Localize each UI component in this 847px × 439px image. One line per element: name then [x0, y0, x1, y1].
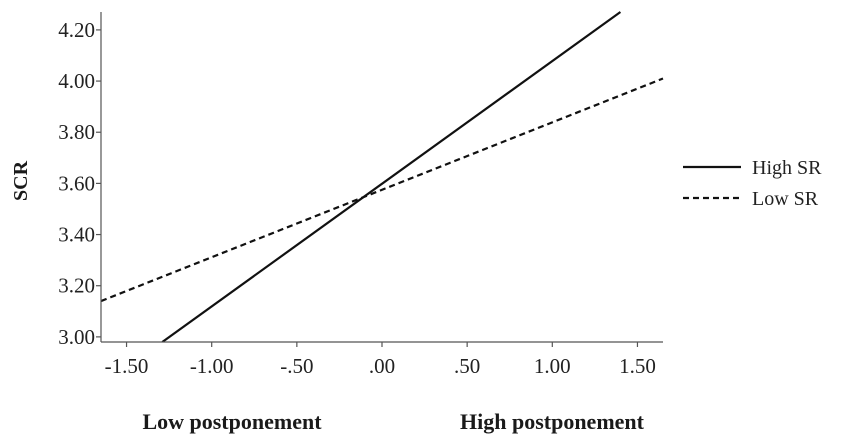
y-tick-label: 3.80 [58, 120, 95, 144]
y-tick-label: 3.20 [58, 274, 95, 298]
legend-label: Low SR [752, 188, 819, 210]
legend: High SR Low SR [683, 157, 822, 210]
x-axis-ticks: -1.50 -1.00 -.50 .00 .50 1.00 1.50 [105, 342, 656, 378]
y-tick-label: 3.60 [58, 171, 95, 195]
x-tick-label: -.50 [280, 354, 313, 378]
x-tick-label: -1.50 [105, 354, 149, 378]
x-axis-label-low: Low postponement [142, 409, 322, 434]
y-tick-label: 3.40 [58, 223, 95, 247]
series-line-high-sr [161, 11, 622, 342]
y-axis-ticks: 3.00 3.20 3.40 3.60 3.80 4.00 4.20 [58, 18, 101, 349]
x-tick-label: -1.00 [190, 354, 234, 378]
series-line-low-sr [101, 77, 664, 303]
plot-area [101, 11, 664, 342]
y-tick-label: 4.00 [58, 69, 95, 93]
legend-label: High SR [752, 157, 822, 179]
x-tick-label: .50 [454, 354, 480, 378]
y-axis-label: SCR [10, 160, 32, 201]
x-axis-label-high: High postponement [460, 409, 645, 434]
y-tick-label: 3.00 [58, 325, 95, 349]
x-tick-label: 1.50 [619, 354, 656, 378]
x-tick-label: 1.00 [534, 354, 571, 378]
x-tick-label: .00 [369, 354, 395, 378]
y-tick-label: 4.20 [58, 18, 95, 42]
